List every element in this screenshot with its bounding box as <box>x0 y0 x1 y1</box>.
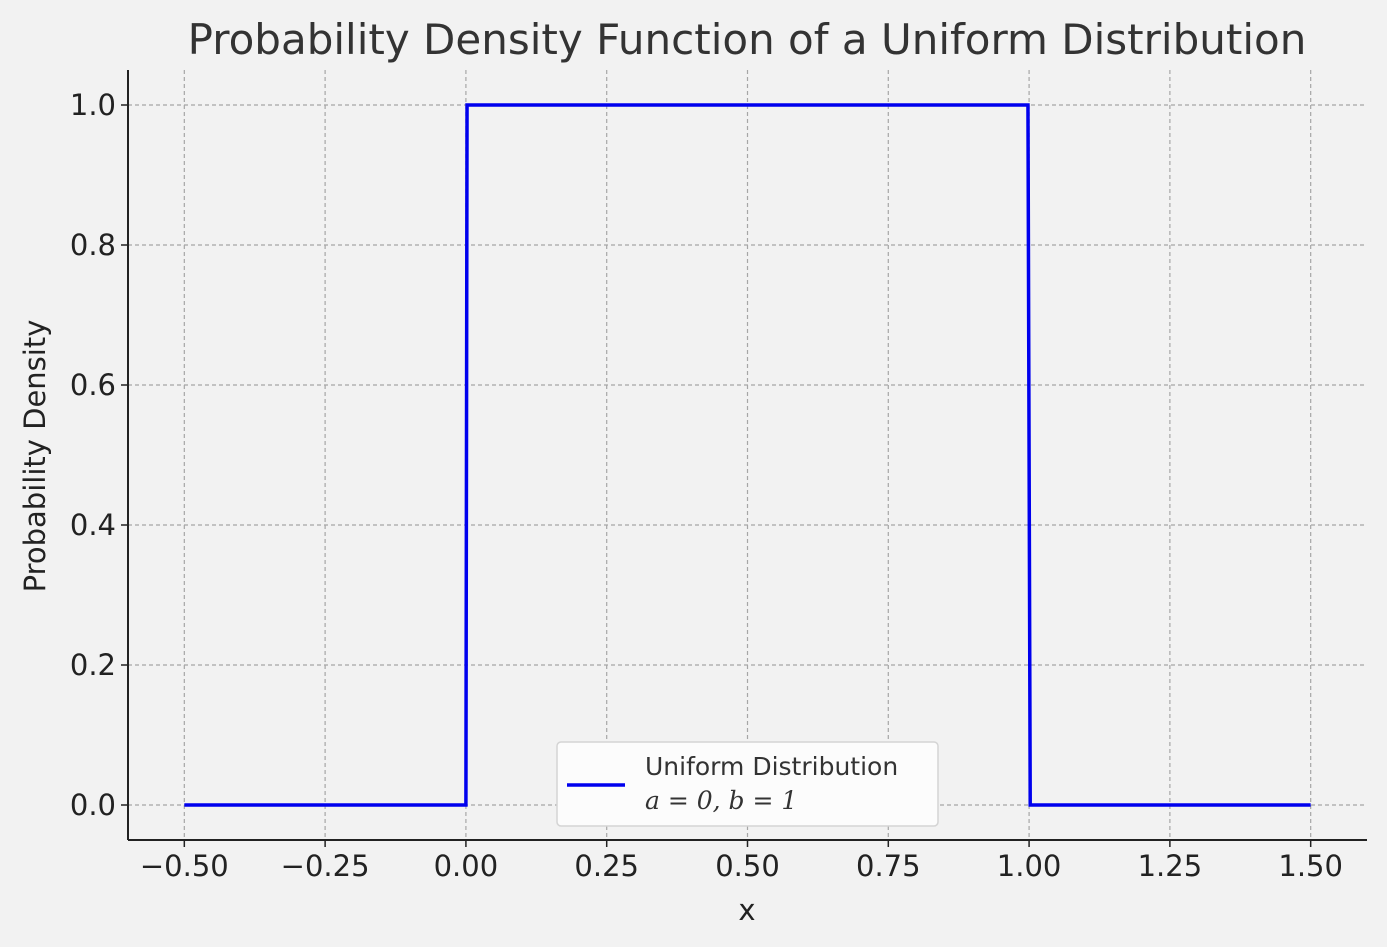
y-tick-label: 0.4 <box>70 508 116 542</box>
x-tick-label: −0.50 <box>140 849 229 883</box>
y-tick-label: 0.8 <box>70 228 116 262</box>
y-tick-label: 0.2 <box>70 648 116 682</box>
chart-title: Probability Density Function of a Unifor… <box>188 15 1307 64</box>
y-tick-label: 1.0 <box>70 88 116 122</box>
y-tick-label: 0.0 <box>70 788 116 822</box>
x-ticks: −0.50 −0.25 0.00 0.25 0.50 0.75 1.00 1.25 1.50 <box>140 840 1343 883</box>
x-tick-label: −0.25 <box>281 849 370 883</box>
y-tick-label: 0.6 <box>70 368 116 402</box>
x-tick-label: 1.25 <box>1138 849 1203 883</box>
legend: Uniform Distribution a = 0, b = 1 <box>556 741 939 827</box>
x-tick-label: 0.75 <box>856 849 921 883</box>
x-tick-label: 1.00 <box>997 849 1062 883</box>
x-axis-label: x <box>738 893 755 927</box>
series-layer <box>184 103 1311 807</box>
legend-entry-label: Uniform Distribution <box>645 752 898 781</box>
legend-entry-params: a = 0, b = 1 <box>645 786 797 815</box>
x-tick-label: 0.25 <box>574 849 639 883</box>
y-ticks: 0.0 0.2 0.4 0.6 0.8 1.0 <box>70 88 128 822</box>
series-line-uniform-distribution <box>184 103 1311 807</box>
legend-box <box>556 741 939 827</box>
x-tick-label: 0.50 <box>715 849 780 883</box>
x-tick-label: 0.00 <box>434 849 499 883</box>
y-axis-label: Probability Density <box>18 320 52 593</box>
x-tick-label: 1.50 <box>1278 849 1343 883</box>
